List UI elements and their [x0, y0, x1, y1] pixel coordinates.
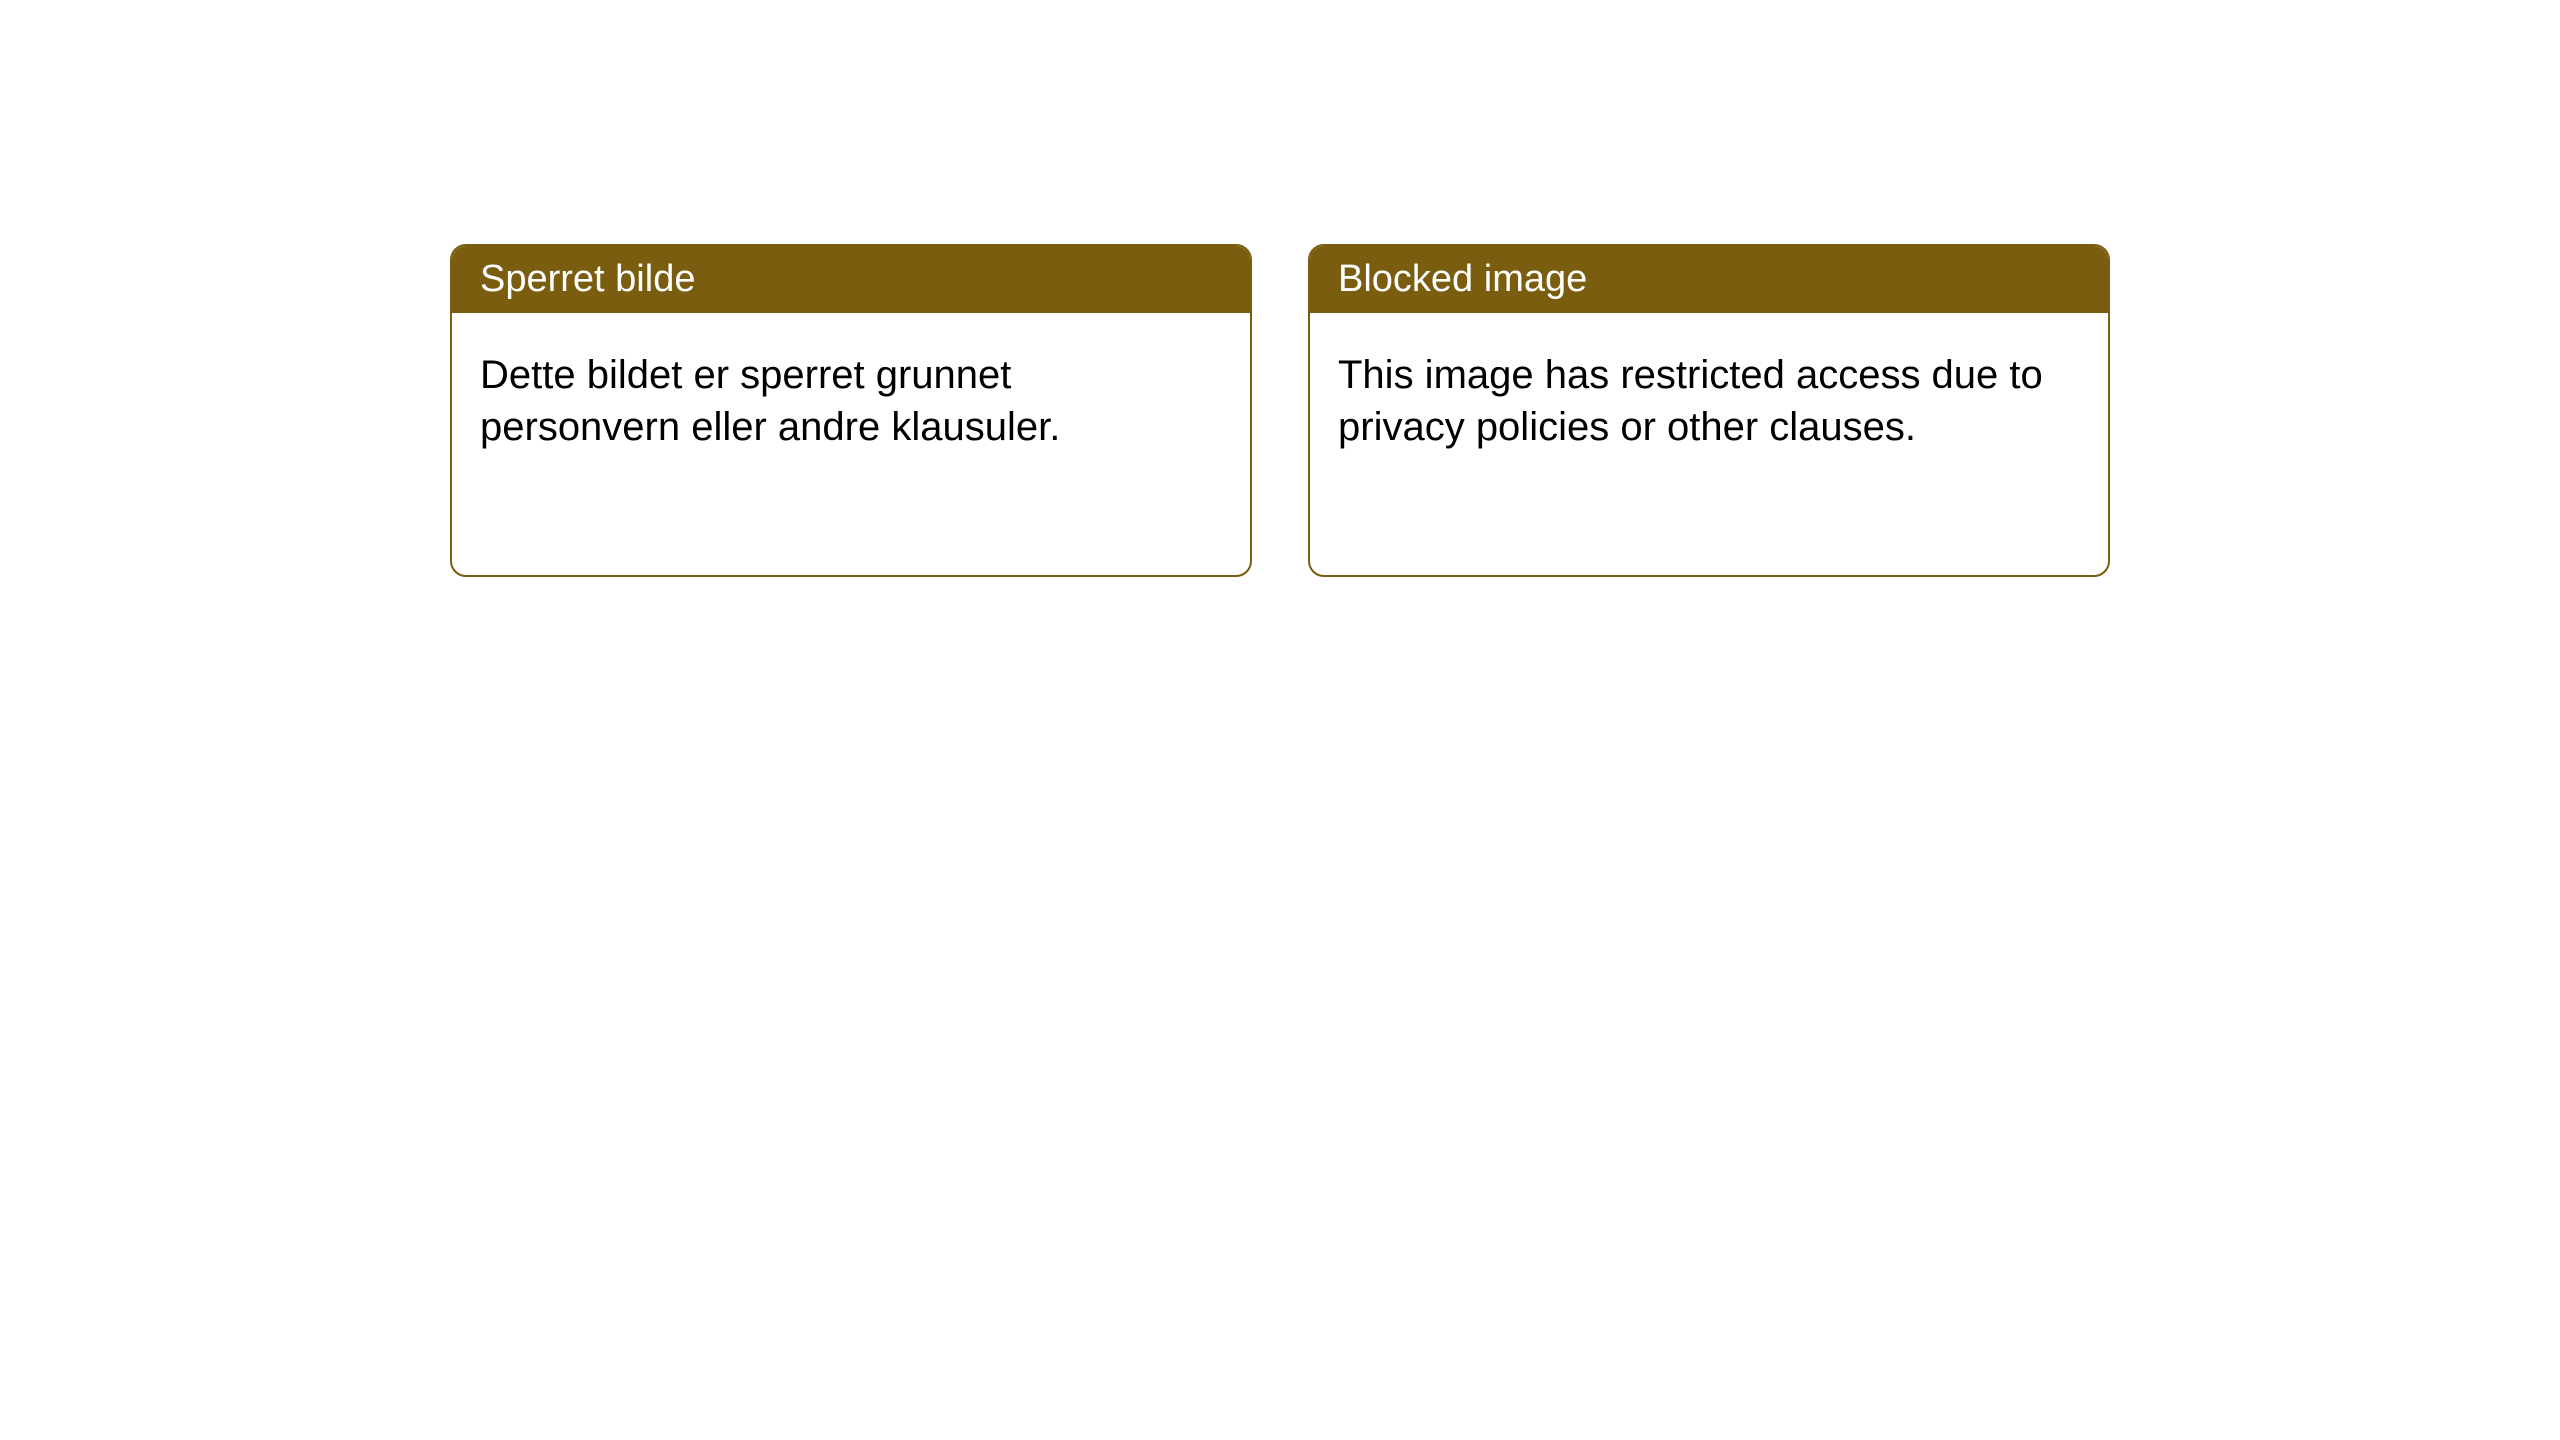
blocked-image-card-norwegian: Sperret bilde Dette bildet er sperret gr…: [450, 244, 1252, 577]
card-body-english: This image has restricted access due to …: [1310, 313, 2108, 489]
notice-container: Sperret bilde Dette bildet er sperret gr…: [0, 0, 2560, 577]
card-title-norwegian: Sperret bilde: [452, 246, 1250, 313]
card-body-norwegian: Dette bildet er sperret grunnet personve…: [452, 313, 1250, 489]
card-title-english: Blocked image: [1310, 246, 2108, 313]
blocked-image-card-english: Blocked image This image has restricted …: [1308, 244, 2110, 577]
